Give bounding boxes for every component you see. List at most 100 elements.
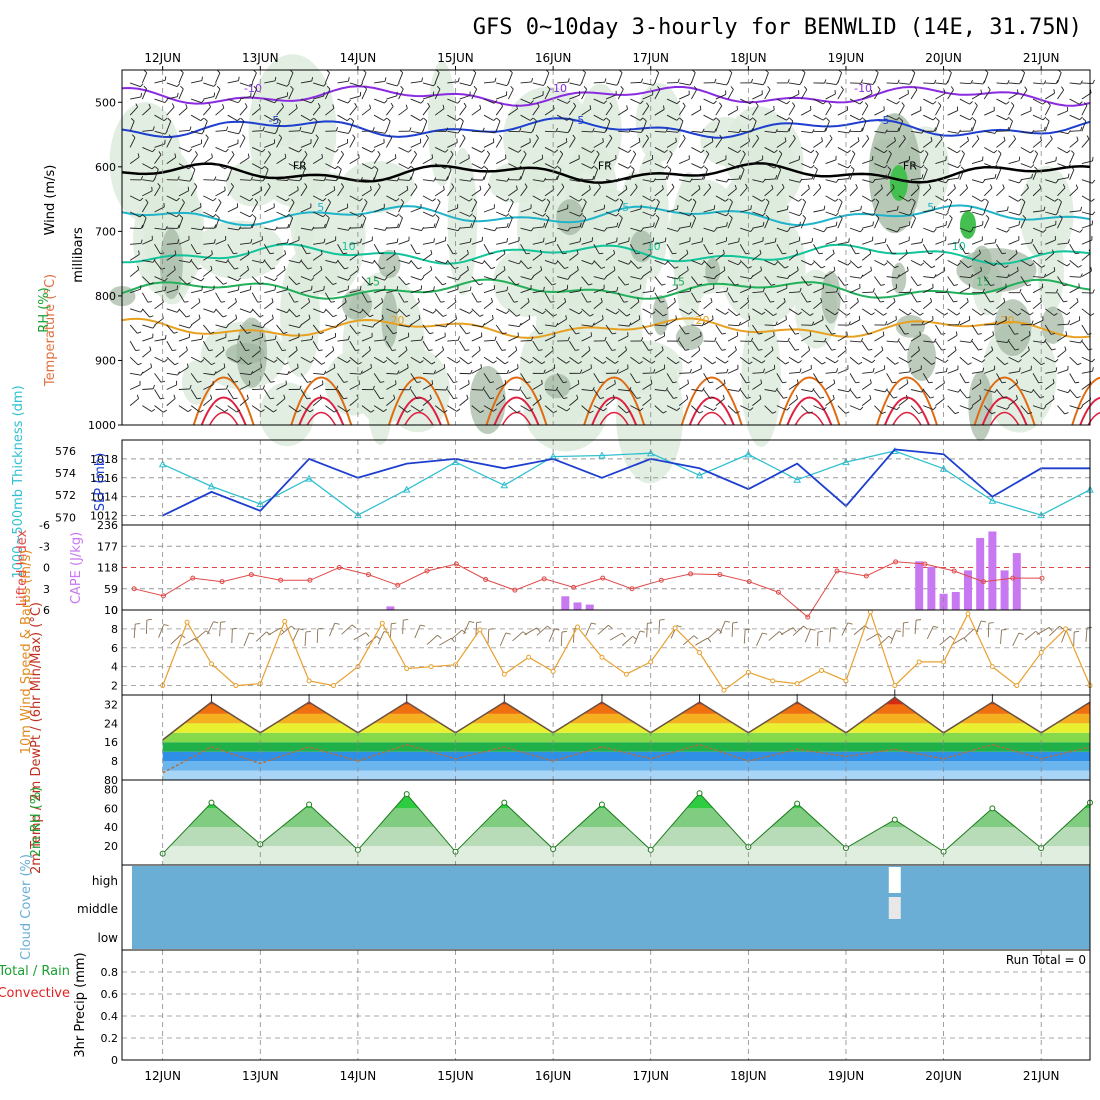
wind-barb xyxy=(703,244,710,255)
wind-barb xyxy=(520,114,531,121)
wind-barb xyxy=(800,201,807,213)
wind-barb xyxy=(251,292,259,303)
upper-ytick: 500 xyxy=(95,96,116,109)
wind-barb xyxy=(569,94,580,100)
wind-barb-flag xyxy=(176,197,180,202)
wind-barb xyxy=(520,373,527,383)
wind-barb-flag xyxy=(362,214,367,219)
wind-barb-flag xyxy=(380,381,385,383)
wind-barb-flag xyxy=(172,349,177,352)
wind-barb-flag xyxy=(481,165,485,169)
wind-barb xyxy=(886,356,896,365)
wind-barb-flag xyxy=(777,166,782,170)
wind-barb-flag xyxy=(977,333,982,335)
wind-barb xyxy=(337,207,348,213)
wind-barb xyxy=(764,324,776,326)
wind-barb xyxy=(508,349,518,358)
wind-barb xyxy=(849,227,861,233)
wind-barb-flag xyxy=(457,276,461,281)
wind-barb-flag xyxy=(1022,214,1026,219)
wind-barb-flag xyxy=(997,166,1001,170)
wind-barb xyxy=(910,335,921,342)
wind-barb xyxy=(398,88,404,100)
wind-barb xyxy=(325,405,335,413)
wind-barb xyxy=(947,72,952,84)
wind10-barb xyxy=(902,622,904,637)
wind-barb-flag xyxy=(775,174,778,180)
wind-barb xyxy=(800,308,811,316)
wind-barb-flag xyxy=(979,379,982,384)
wind-barb-flag xyxy=(835,221,838,226)
wind-barb xyxy=(996,187,1005,197)
wind-barb xyxy=(630,227,642,232)
wind-barb-flag xyxy=(1039,136,1043,141)
wind-barb xyxy=(178,259,190,263)
wind-barb xyxy=(300,373,308,383)
wind-barb xyxy=(862,159,873,165)
cape-bar xyxy=(1000,570,1009,610)
wind-barb xyxy=(337,389,344,399)
wind-barb-flag xyxy=(944,198,949,202)
wind-barb xyxy=(800,349,810,358)
wind-barb xyxy=(203,96,215,100)
cape-bar xyxy=(573,602,582,610)
rh-shade xyxy=(280,252,320,378)
wind-barb xyxy=(203,384,214,390)
wind-barb-flag xyxy=(181,199,185,203)
wind-barb xyxy=(874,130,886,134)
wind-barb-flag xyxy=(396,286,399,291)
wind-barb xyxy=(813,276,825,279)
wind-barb-flag xyxy=(335,127,339,132)
wind-barb xyxy=(1069,98,1080,105)
wind-barb xyxy=(556,260,565,269)
wind-barb xyxy=(1032,389,1041,399)
wind10-point xyxy=(550,668,556,674)
wind-barb xyxy=(739,389,748,399)
wind-barb-flag xyxy=(377,150,381,155)
wind-barb-flag xyxy=(338,166,342,170)
wind-barb xyxy=(495,195,507,202)
wind-barb-flag xyxy=(884,174,887,179)
wind-barb-flag xyxy=(773,331,775,336)
wind-barb-flag xyxy=(762,287,765,292)
wind-barb xyxy=(1057,308,1067,316)
wind-barb xyxy=(532,340,539,351)
wind-barb xyxy=(825,308,836,316)
thickness-ytick: 574 xyxy=(55,467,76,480)
wind-barb xyxy=(496,94,507,100)
li-point xyxy=(219,579,225,585)
wind-barb xyxy=(739,260,749,269)
wind-barb xyxy=(983,217,990,229)
wind-barb xyxy=(1033,276,1045,278)
wind-barb-flag xyxy=(343,252,348,255)
wind-barb-flag xyxy=(201,286,203,291)
wind-barb xyxy=(874,335,885,342)
wind-barb xyxy=(312,384,324,390)
wind-barb xyxy=(922,356,932,365)
wind-barb xyxy=(862,211,873,216)
wind-barb xyxy=(202,137,209,148)
wind-barb xyxy=(971,120,977,132)
wind-barb xyxy=(618,368,629,374)
wind-barb xyxy=(227,373,235,383)
wind10-barb-flag xyxy=(505,632,511,635)
wind-barb-flag xyxy=(176,83,181,87)
wind-barb-flag xyxy=(552,314,557,317)
wind-barb xyxy=(447,373,454,383)
wind-barb xyxy=(447,227,459,232)
wind10-barb-flag xyxy=(847,622,853,625)
wind-barb xyxy=(666,98,678,105)
wind-barb-flag xyxy=(969,406,974,410)
wind-barb-flag xyxy=(588,346,591,351)
wind-barb-flag xyxy=(1001,381,1007,384)
wind-barb-flag xyxy=(250,83,254,87)
wind-barb-flag xyxy=(640,100,644,104)
wind-barb-flag xyxy=(966,297,969,302)
wind-barb xyxy=(922,187,932,197)
rh2m-ytick: 20 xyxy=(104,840,118,853)
wind-barb-flag xyxy=(579,212,583,217)
wind-barb xyxy=(837,163,849,169)
wind-barb-flag xyxy=(148,103,151,108)
wind-barb xyxy=(935,138,943,148)
wind10-barb-flag xyxy=(383,631,389,634)
